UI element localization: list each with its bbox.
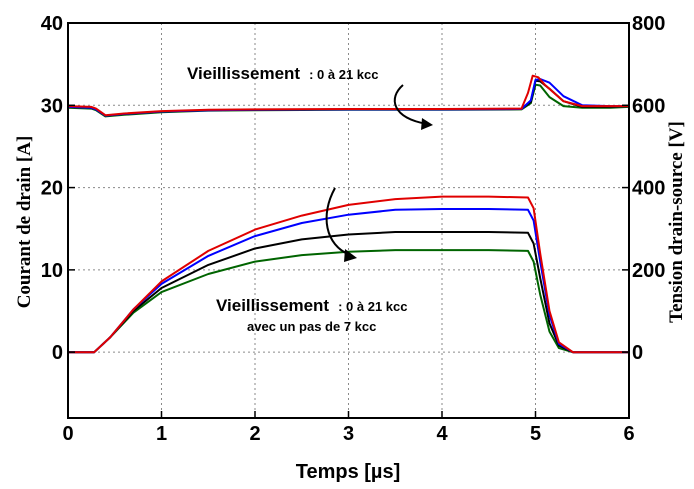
current-series-line	[68, 231, 629, 354]
voltage-series-line	[67, 74, 629, 117]
annotation-bottom-detail: : 0 à 21 kcc	[338, 299, 407, 314]
y-axis-right-label: Tension drain-source [V]	[666, 121, 687, 323]
annotation-arrows	[325, 84, 433, 262]
x-tick-label: 2	[249, 423, 260, 445]
x-tick-label: 6	[623, 423, 634, 445]
annotation-top-detail: : 0 à 21 kcc	[309, 67, 378, 82]
y-left-tick-label: 40	[41, 13, 63, 35]
y-right-tick-label: 600	[632, 95, 665, 117]
current-series-line	[68, 249, 629, 354]
annotation-top: Vieillissement : 0 à 21 kcc	[187, 64, 378, 83]
y-right-tick-label: 800	[632, 13, 665, 35]
annotation-top-main: Vieillissement	[187, 64, 300, 83]
y-left-tick-label: 10	[41, 260, 63, 282]
y-right-tick-label: 200	[632, 260, 665, 282]
x-tick-label: 5	[530, 423, 541, 445]
annotation-bottom-step: avec un pas de 7 kcc	[247, 319, 376, 334]
grid-lines	[68, 23, 629, 418]
top-arrow-head	[421, 118, 433, 130]
top-arrow	[393, 84, 428, 125]
y-right-tick-label: 400	[632, 178, 665, 200]
bottom-arrow-head	[344, 249, 357, 262]
y-left-tick-label: 20	[41, 178, 63, 200]
y-axis-left-label: Courant de drain [A]	[14, 136, 35, 309]
x-tick-label: 3	[343, 423, 354, 445]
y-left-tick-label: 0	[52, 342, 63, 364]
y-right-tick-label: 0	[632, 342, 643, 364]
y-left-tick-label: 30	[41, 95, 63, 117]
series-layer	[67, 74, 630, 354]
x-axis-label: Temps [µs]	[296, 461, 401, 483]
x-tick-label: 0	[62, 423, 73, 445]
annotation-bottom-main: Vieillissement	[216, 296, 329, 315]
x-tick-label: 1	[156, 423, 167, 445]
current-series-line	[68, 195, 629, 354]
x-tick-label: 4	[436, 423, 448, 445]
bottom-arrow	[325, 187, 351, 256]
annotation-bottom: Vieillissement : 0 à 21 kcc	[216, 296, 407, 315]
